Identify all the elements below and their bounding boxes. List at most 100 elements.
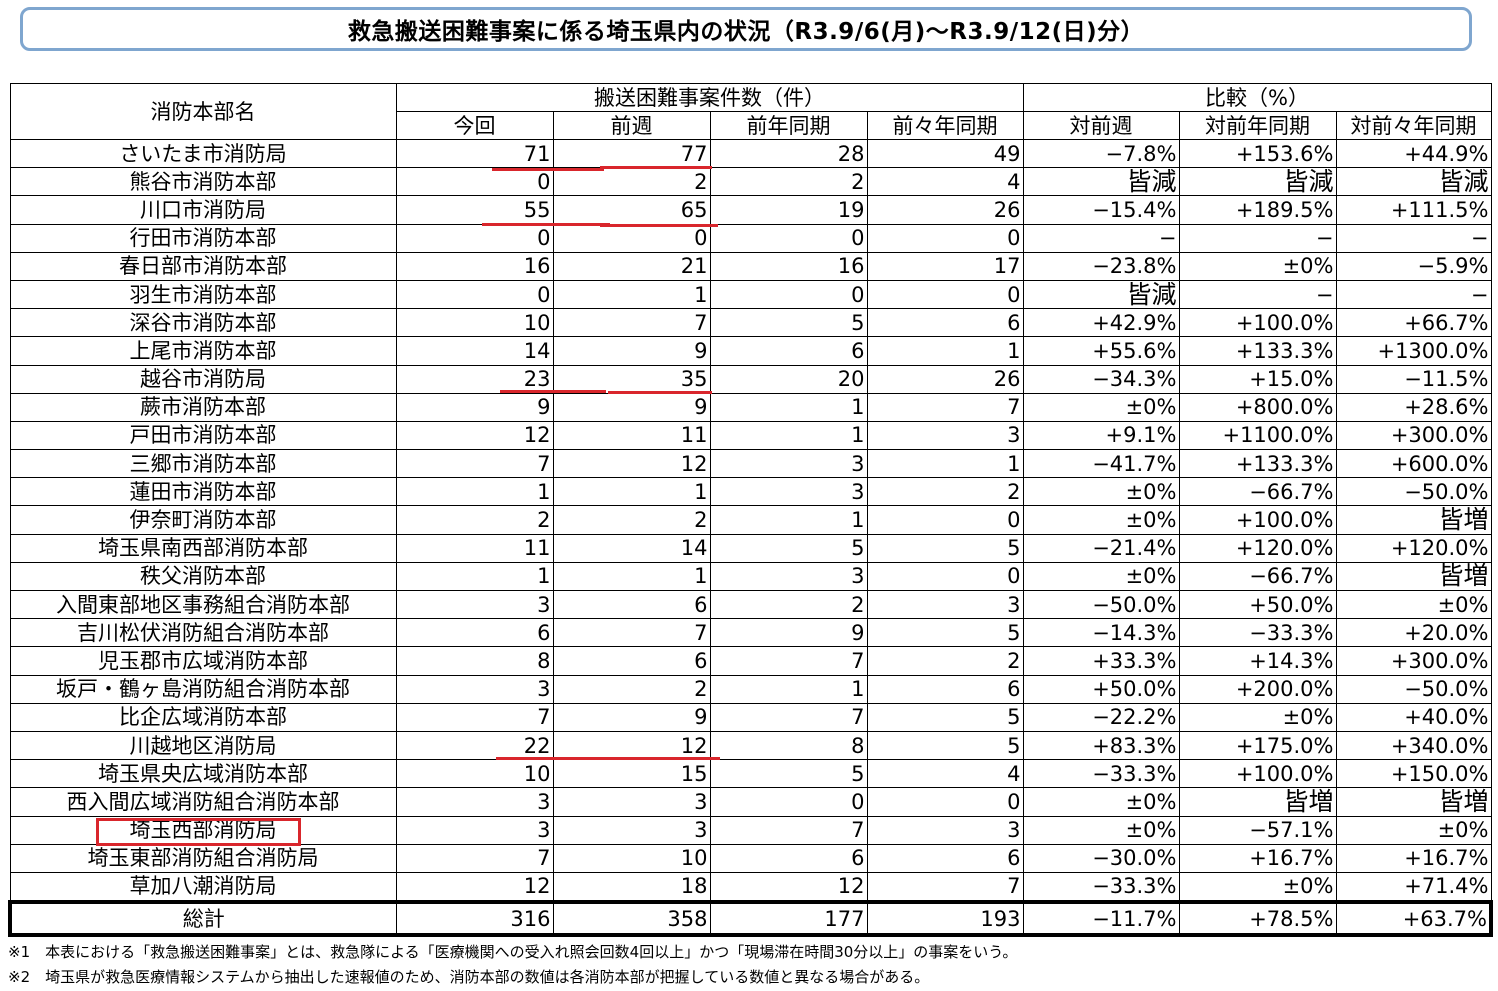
- count-prev-week: 10: [552, 843, 711, 873]
- count-prev-year: 3: [709, 561, 868, 592]
- compare-vs-year: +15.0%: [1178, 364, 1337, 394]
- dept-name: 坂戸・鶴ヶ島消防組合消防本部: [9, 674, 397, 704]
- count-cur: 10: [395, 308, 554, 338]
- count-prev-week: 35: [552, 364, 711, 394]
- compare-vs-week: −22.2%: [1022, 702, 1180, 732]
- header-group-count: 搬送困難事案件数（件）: [395, 83, 1024, 112]
- count-prev-week: 14: [552, 533, 711, 563]
- header-col-vs-2year: 対前々年同期: [1335, 111, 1492, 140]
- compare-vs-week: −33.3%: [1022, 871, 1180, 903]
- count-prev-year: 177: [709, 900, 868, 938]
- count-prev-week: 12: [552, 730, 711, 761]
- table-row: 越谷市消防局 23 35 20 26 −34.3% +15.0% −11.5%: [9, 364, 1492, 394]
- compare-vs-year: −57.1%: [1178, 815, 1337, 845]
- dept-name: 総計: [8, 900, 397, 938]
- count-cur: 3: [395, 787, 554, 817]
- count-cur: 3: [395, 674, 554, 704]
- dept-name: 蓮田市消防本部: [9, 477, 397, 507]
- count-cur: 7: [395, 449, 554, 479]
- compare-vs-week: −33.3%: [1022, 759, 1180, 789]
- compare-vs-2year: ±0%: [1335, 589, 1492, 620]
- header-col-prev-week: 前週: [552, 111, 711, 140]
- compare-vs-year: +189.5%: [1178, 195, 1337, 225]
- count-prev-week: 1: [552, 477, 711, 507]
- underline-saitama-prev: [600, 166, 712, 169]
- compare-vs-year: ±0%: [1178, 871, 1337, 903]
- count-prev-week: 0: [552, 223, 711, 253]
- count-cur: 316: [395, 900, 554, 938]
- compare-vs-week: 皆減: [1022, 279, 1180, 310]
- count-cur: 14: [395, 336, 554, 366]
- count-prev2-year: 26: [866, 195, 1024, 225]
- compare-vs-2year: +20.0%: [1335, 618, 1492, 648]
- compare-vs-year: +1100.0%: [1178, 420, 1337, 451]
- footnote-2: ※2 埼玉県が救急医療情報システムから抽出した速報値のため、消防本部の数値は各消…: [8, 968, 930, 986]
- count-prev2-year: 0: [866, 787, 1024, 817]
- count-prev-year: 5: [709, 533, 868, 563]
- compare-vs-2year: −: [1335, 223, 1492, 253]
- dept-name: 埼玉東部消防組合消防局: [9, 843, 397, 873]
- count-prev2-year: 1: [866, 449, 1024, 479]
- page-title: 救急搬送困難事案に係る埼玉県内の状況（R3.9/6(月)～R3.9/12(日)分…: [20, 7, 1472, 51]
- count-prev2-year: 3: [866, 589, 1024, 620]
- count-prev-week: 18: [552, 871, 711, 903]
- count-prev-year: 6: [709, 336, 868, 366]
- compare-vs-2year: 皆増: [1335, 787, 1492, 817]
- count-prev2-year: 0: [866, 561, 1024, 592]
- count-prev-week: 6: [552, 646, 711, 676]
- compare-vs-2year: −11.5%: [1335, 364, 1492, 394]
- count-prev-year: 20: [709, 364, 868, 394]
- compare-vs-2year: +16.7%: [1335, 843, 1492, 873]
- count-cur: 1: [395, 477, 554, 507]
- compare-vs-2year: +71.4%: [1335, 871, 1492, 903]
- compare-vs-2year: +600.0%: [1335, 449, 1492, 479]
- compare-vs-2year: +111.5%: [1335, 195, 1492, 225]
- dept-name: 越谷市消防局: [9, 364, 397, 394]
- count-prev-week: 358: [552, 900, 711, 938]
- compare-vs-2year: +1300.0%: [1335, 336, 1492, 366]
- dept-name: 吉川松伏消防組合消防本部: [9, 618, 397, 648]
- compare-vs-week: −21.4%: [1022, 533, 1180, 563]
- dept-name: 埼玉県央広域消防本部: [9, 759, 397, 789]
- dept-name: 川口市消防局: [9, 195, 397, 225]
- dept-name: 蕨市消防本部: [9, 392, 397, 422]
- count-cur: 55: [395, 195, 554, 225]
- count-cur: 7: [395, 843, 554, 873]
- compare-vs-2year: +66.7%: [1335, 308, 1492, 338]
- count-prev-year: 1: [709, 392, 868, 422]
- highlight-box-saitama-seibu: [96, 818, 301, 846]
- count-prev2-year: 2: [866, 477, 1024, 507]
- compare-vs-week: −30.0%: [1022, 843, 1180, 873]
- table-row: 伊奈町消防本部 2 2 1 0 ±0% +100.0% 皆増: [9, 505, 1492, 535]
- compare-vs-week: −34.3%: [1022, 364, 1180, 394]
- count-cur: 0: [395, 279, 554, 310]
- count-cur: 0: [395, 167, 554, 197]
- header-col-prev-year: 前年同期: [709, 111, 868, 140]
- count-prev-week: 2: [552, 674, 711, 704]
- compare-vs-week: +50.0%: [1022, 674, 1180, 704]
- total-row: 総計 316 358 177 193 −11.7% +78.5% +63.7%: [8, 900, 1493, 938]
- count-cur: 12: [395, 871, 554, 903]
- compare-vs-year: +16.7%: [1178, 843, 1337, 873]
- table-row: 川越地区消防局 22 12 8 5 +83.3% +175.0% +340.0%: [9, 730, 1492, 761]
- count-prev-week: 15: [552, 759, 711, 789]
- table-row: さいたま市消防局 71 77 28 49 −7.8% +153.6% +44.9%: [9, 138, 1492, 169]
- count-prev-week: 9: [552, 392, 711, 422]
- dept-name: 西入間広域消防組合消防本部: [9, 787, 397, 817]
- count-prev-year: 19: [709, 195, 868, 225]
- compare-vs-year: +120.0%: [1178, 533, 1337, 563]
- count-cur: 71: [395, 138, 554, 169]
- count-prev2-year: 4: [866, 167, 1024, 197]
- dept-name: 上尾市消防本部: [9, 336, 397, 366]
- table-row: 西入間広域消防組合消防本部 3 3 0 0 ±0% 皆増 皆増: [9, 787, 1492, 817]
- compare-vs-year: +800.0%: [1178, 392, 1337, 422]
- count-prev-year: 0: [709, 279, 868, 310]
- count-prev-year: 2: [709, 167, 868, 197]
- compare-vs-2year: +300.0%: [1335, 420, 1492, 451]
- dept-name: 草加八潮消防局: [9, 871, 397, 903]
- compare-vs-year: 皆減: [1178, 167, 1337, 197]
- table-row: 埼玉県南西部消防本部 11 14 5 5 −21.4% +120.0% +120.0%: [9, 533, 1492, 563]
- compare-vs-year: +100.0%: [1178, 505, 1337, 535]
- compare-vs-week: +55.6%: [1022, 336, 1180, 366]
- count-prev2-year: 5: [866, 730, 1024, 761]
